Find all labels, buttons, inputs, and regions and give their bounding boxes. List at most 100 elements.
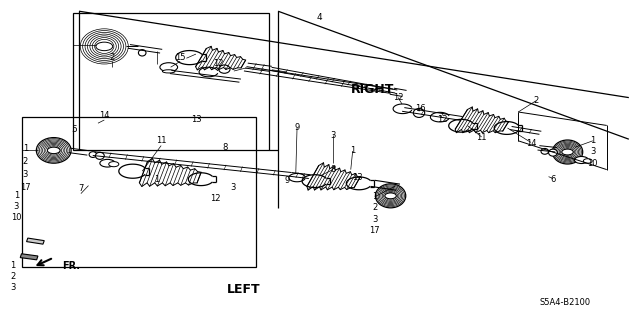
- Text: 1: 1: [350, 146, 355, 155]
- Text: 7: 7: [78, 184, 83, 193]
- Ellipse shape: [89, 152, 97, 157]
- Text: 8: 8: [222, 143, 228, 152]
- Ellipse shape: [552, 140, 583, 164]
- Text: 12: 12: [393, 93, 403, 102]
- Circle shape: [385, 193, 396, 199]
- Circle shape: [47, 147, 60, 154]
- Ellipse shape: [38, 139, 70, 162]
- Ellipse shape: [92, 37, 116, 55]
- Ellipse shape: [379, 187, 402, 204]
- Text: S5A4-B2100: S5A4-B2100: [540, 298, 591, 307]
- Bar: [22, 117, 256, 267]
- Text: 8: 8: [331, 165, 336, 174]
- Ellipse shape: [162, 70, 175, 73]
- Circle shape: [109, 162, 119, 167]
- Ellipse shape: [80, 29, 128, 64]
- Ellipse shape: [377, 185, 404, 207]
- Bar: [73, 13, 269, 150]
- Text: 3: 3: [10, 284, 15, 292]
- Ellipse shape: [541, 148, 549, 154]
- Ellipse shape: [46, 145, 62, 156]
- Text: 5: 5: [71, 125, 78, 134]
- Text: 10: 10: [11, 213, 21, 222]
- Ellipse shape: [95, 39, 114, 53]
- Text: 2: 2: [10, 272, 15, 281]
- Text: 12: 12: [213, 60, 223, 68]
- Polygon shape: [20, 254, 38, 260]
- Text: 9: 9: [295, 124, 300, 132]
- Text: 12: 12: [210, 194, 220, 203]
- Circle shape: [562, 149, 573, 155]
- Text: 3: 3: [331, 132, 336, 140]
- Text: 3: 3: [14, 202, 19, 211]
- Text: 11: 11: [156, 136, 166, 145]
- Ellipse shape: [41, 141, 66, 160]
- Ellipse shape: [386, 192, 395, 199]
- Text: 2: 2: [533, 96, 538, 105]
- Text: 9: 9: [284, 176, 289, 185]
- Ellipse shape: [549, 149, 557, 156]
- Ellipse shape: [85, 32, 123, 60]
- Ellipse shape: [219, 65, 230, 73]
- Circle shape: [160, 63, 178, 72]
- Ellipse shape: [381, 188, 400, 204]
- Circle shape: [96, 42, 112, 51]
- Ellipse shape: [83, 30, 126, 62]
- Text: 6: 6: [550, 175, 556, 184]
- Ellipse shape: [562, 148, 573, 156]
- Text: 1: 1: [23, 144, 28, 153]
- Ellipse shape: [37, 138, 71, 163]
- Text: 3: 3: [230, 183, 235, 192]
- Text: 17: 17: [20, 183, 30, 192]
- Text: RIGHT: RIGHT: [351, 83, 394, 96]
- Text: 2: 2: [110, 53, 115, 62]
- Text: FR.: FR.: [62, 261, 80, 271]
- Text: 1: 1: [14, 191, 19, 200]
- Text: 3: 3: [372, 215, 377, 224]
- Text: 14: 14: [526, 140, 536, 148]
- Text: 17: 17: [370, 226, 380, 235]
- Text: 11: 11: [477, 133, 487, 142]
- Polygon shape: [27, 238, 44, 244]
- Ellipse shape: [563, 148, 572, 156]
- Ellipse shape: [39, 140, 68, 161]
- Text: 16: 16: [415, 104, 425, 113]
- Ellipse shape: [558, 144, 577, 160]
- Text: 14: 14: [99, 111, 109, 120]
- Text: 2: 2: [372, 204, 377, 212]
- Text: 15: 15: [175, 53, 185, 62]
- Ellipse shape: [382, 189, 399, 203]
- Ellipse shape: [87, 34, 121, 59]
- Ellipse shape: [385, 191, 396, 200]
- Ellipse shape: [95, 152, 104, 159]
- Ellipse shape: [556, 143, 579, 161]
- Text: 10: 10: [588, 159, 598, 168]
- Ellipse shape: [378, 186, 403, 206]
- Text: 1: 1: [10, 261, 15, 270]
- Ellipse shape: [47, 146, 60, 155]
- Ellipse shape: [90, 36, 119, 57]
- Text: 1: 1: [154, 175, 159, 184]
- Ellipse shape: [555, 142, 580, 162]
- Text: 13: 13: [352, 173, 362, 182]
- Ellipse shape: [375, 184, 406, 208]
- Ellipse shape: [384, 190, 398, 201]
- Text: 4: 4: [317, 13, 322, 22]
- Ellipse shape: [49, 147, 59, 154]
- Text: 13: 13: [191, 116, 201, 124]
- Text: 3: 3: [23, 170, 28, 179]
- Ellipse shape: [554, 141, 581, 163]
- Circle shape: [574, 156, 588, 164]
- Text: 3: 3: [590, 148, 595, 156]
- Text: 1: 1: [372, 192, 377, 201]
- Text: 1: 1: [590, 136, 595, 145]
- Circle shape: [583, 159, 592, 163]
- Ellipse shape: [561, 147, 574, 157]
- Circle shape: [100, 159, 115, 167]
- Ellipse shape: [44, 143, 63, 157]
- Ellipse shape: [138, 50, 146, 56]
- Text: 2: 2: [23, 157, 28, 166]
- Ellipse shape: [413, 108, 425, 117]
- Text: 12: 12: [437, 116, 447, 124]
- Text: LEFT: LEFT: [226, 283, 260, 296]
